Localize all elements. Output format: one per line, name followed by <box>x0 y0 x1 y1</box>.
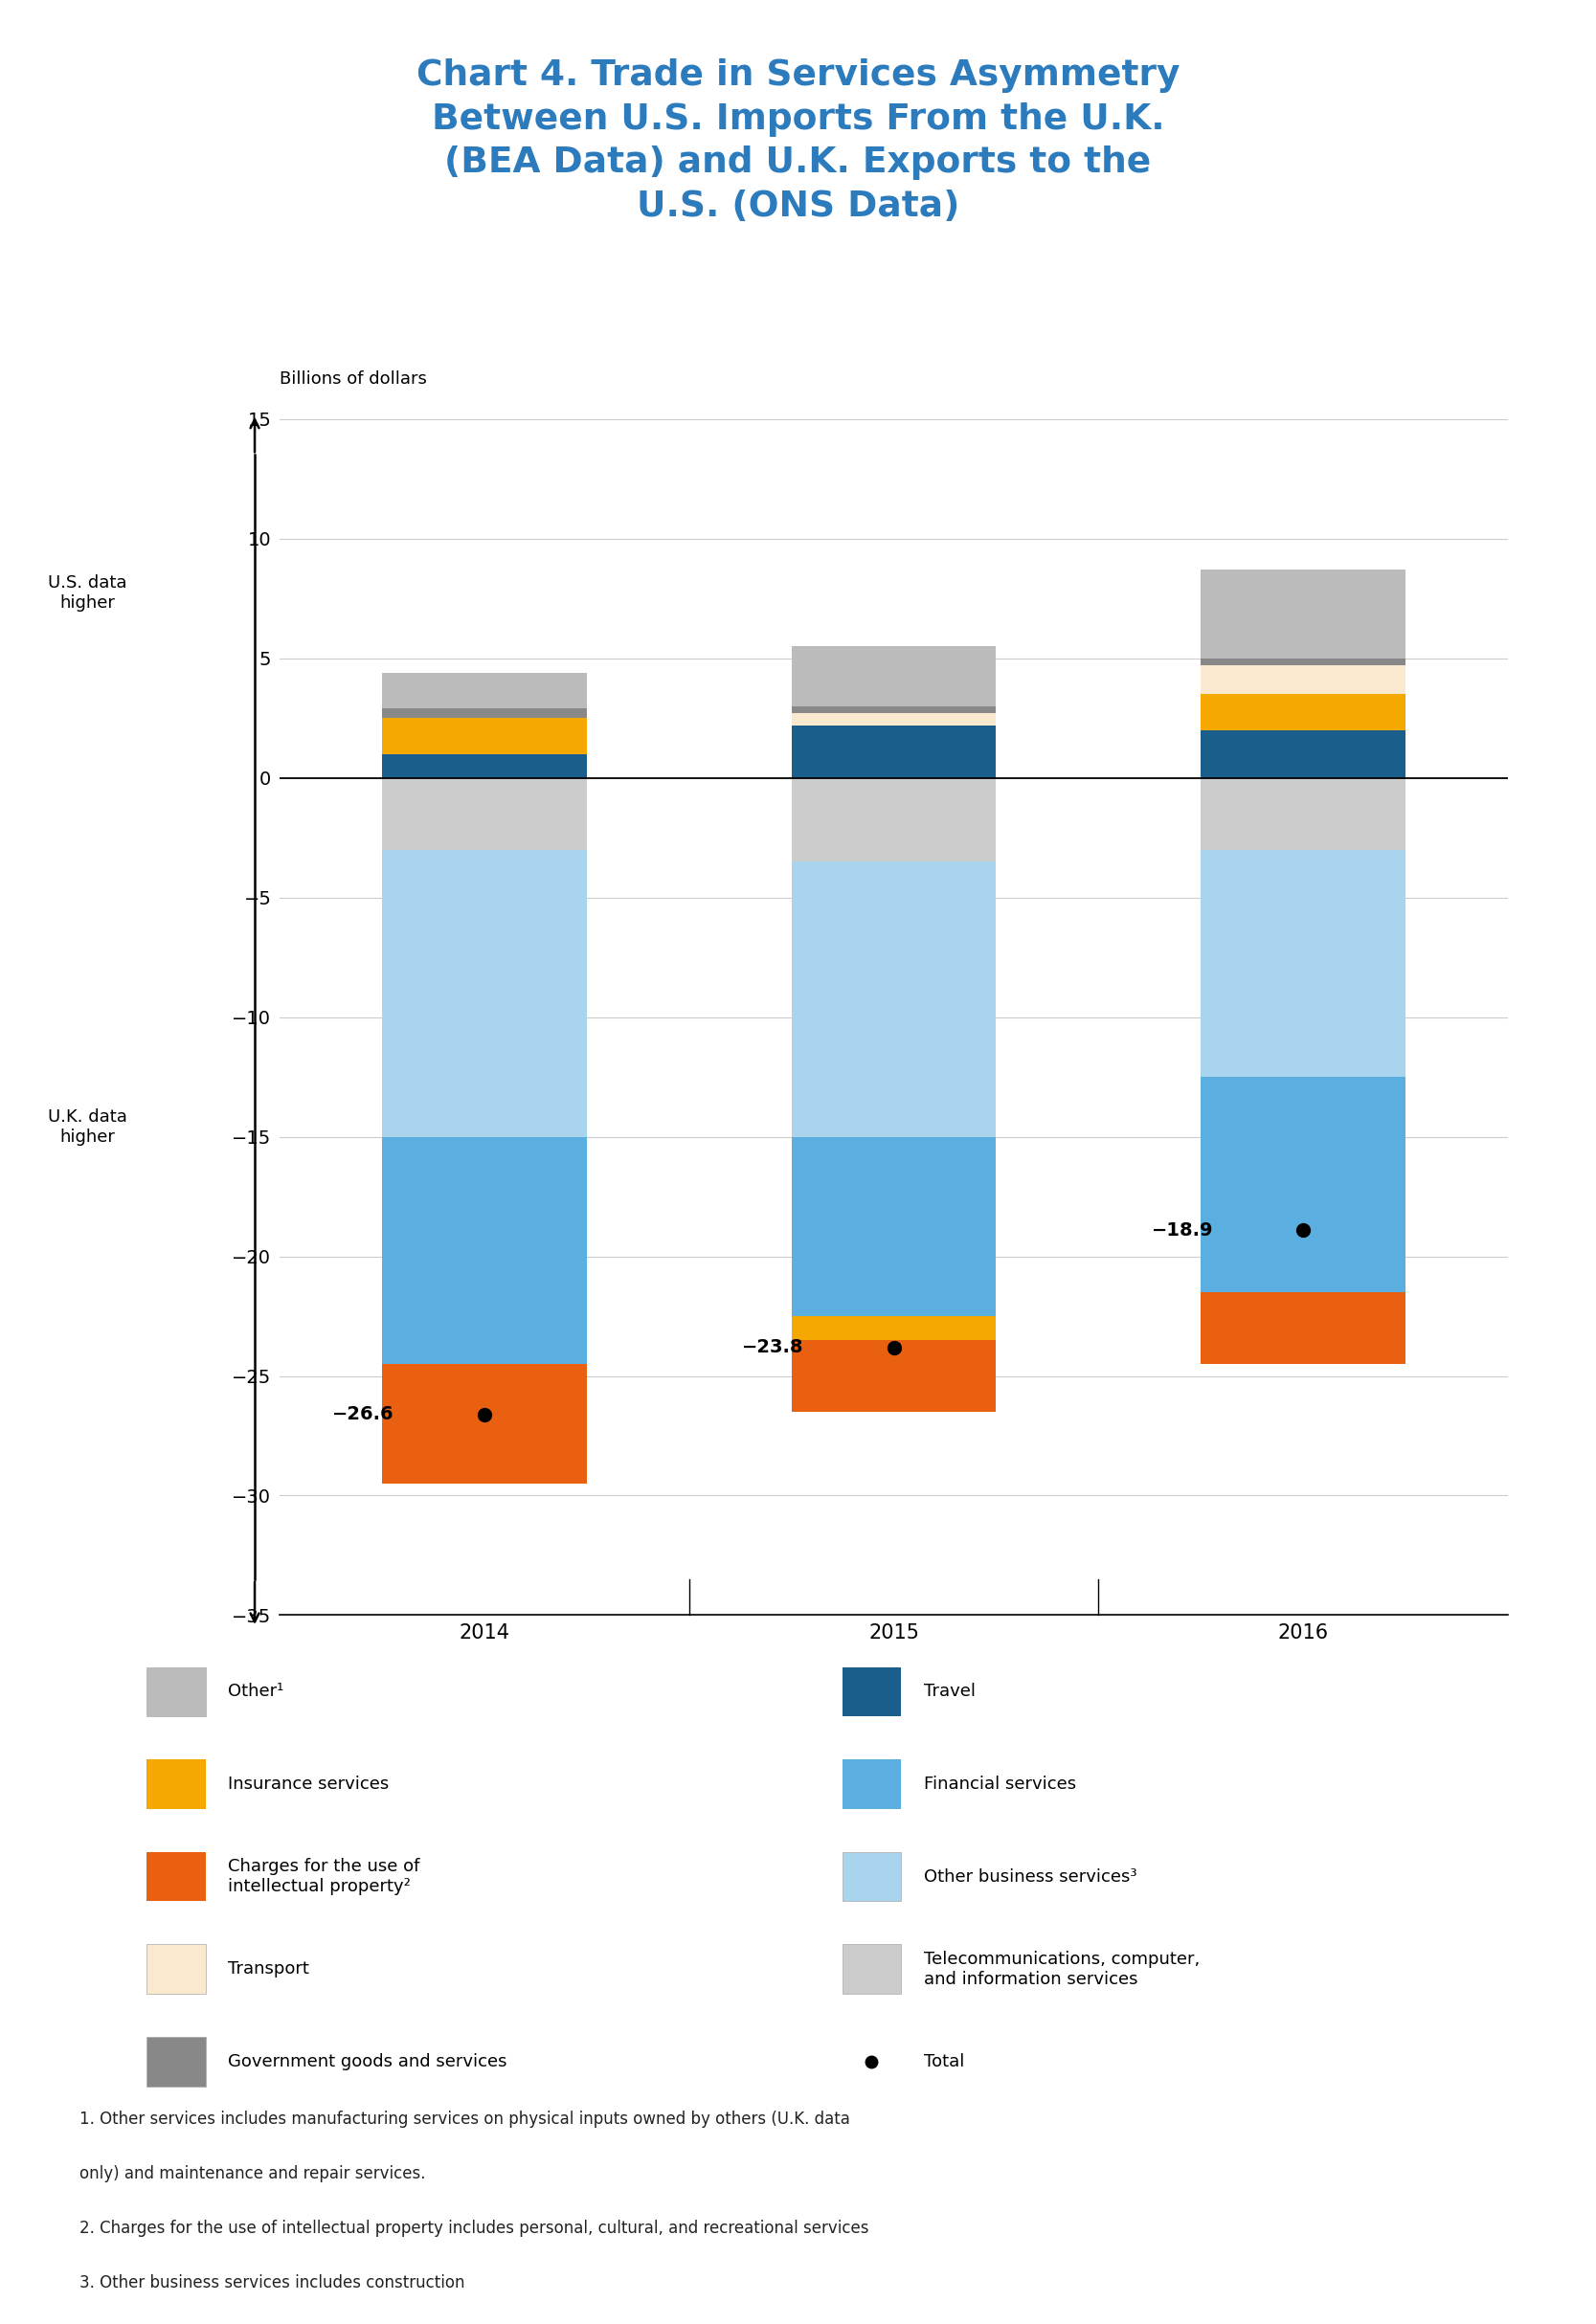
Bar <box>381 718 586 753</box>
Bar <box>792 713 996 725</box>
Bar <box>792 862 996 1136</box>
Text: −18.9: −18.9 <box>1152 1220 1213 1239</box>
Text: Total: Total <box>924 2052 964 2071</box>
Text: Charges for the use of
intellectual property²: Charges for the use of intellectual prop… <box>228 1859 420 1894</box>
Text: −26.6: −26.6 <box>332 1406 394 1422</box>
Text: Telecommunications, computer,
and information services: Telecommunications, computer, and inform… <box>924 1950 1200 1987</box>
Bar <box>381 753 586 779</box>
Bar <box>1200 779 1406 851</box>
Bar <box>1200 665 1406 695</box>
FancyBboxPatch shape <box>147 1759 206 1808</box>
Bar <box>381 1364 586 1483</box>
FancyBboxPatch shape <box>147 1852 206 1901</box>
FancyBboxPatch shape <box>843 1852 902 1901</box>
Bar <box>792 725 996 779</box>
Text: 1. Other services includes manufacturing services on physical inputs owned by ot: 1. Other services includes manufacturing… <box>80 2110 851 2126</box>
Point <box>1291 1211 1317 1248</box>
Bar <box>381 1136 586 1364</box>
Bar <box>792 646 996 706</box>
Bar <box>381 672 586 709</box>
FancyBboxPatch shape <box>147 1945 206 1994</box>
Bar <box>381 851 586 1136</box>
Bar <box>1200 695 1406 730</box>
Point <box>881 1329 907 1367</box>
Bar <box>792 1136 996 1315</box>
Text: U.S. data
higher: U.S. data higher <box>48 574 128 611</box>
Text: Insurance services: Insurance services <box>228 1776 389 1792</box>
Bar <box>1200 658 1406 665</box>
Text: 2. Charges for the use of intellectual property includes personal, cultural, and: 2. Charges for the use of intellectual p… <box>80 2219 870 2236</box>
Point <box>471 1397 496 1434</box>
Text: Financial services: Financial services <box>924 1776 1076 1792</box>
FancyBboxPatch shape <box>843 1945 902 1994</box>
Bar <box>792 1315 996 1341</box>
Bar <box>381 709 586 718</box>
Text: Government goods and services: Government goods and services <box>228 2052 508 2071</box>
Bar <box>1200 569 1406 658</box>
Bar <box>1200 1076 1406 1292</box>
Text: Other business services³: Other business services³ <box>924 1868 1136 1885</box>
Text: Billions of dollars: Billions of dollars <box>279 372 426 388</box>
Bar <box>792 1341 996 1411</box>
Text: only) and maintenance and repair services.: only) and maintenance and repair service… <box>80 2166 426 2182</box>
Bar <box>792 779 996 862</box>
Text: U.K. data
higher: U.K. data higher <box>48 1109 128 1146</box>
FancyBboxPatch shape <box>843 1666 902 1717</box>
Text: 3. Other business services includes construction: 3. Other business services includes cons… <box>80 2273 464 2291</box>
FancyBboxPatch shape <box>147 2036 206 2087</box>
Text: Transport: Transport <box>228 1961 310 1978</box>
Bar <box>1200 730 1406 779</box>
FancyBboxPatch shape <box>147 1666 206 1717</box>
Text: Other¹: Other¹ <box>228 1683 284 1701</box>
Bar <box>381 779 586 851</box>
Bar <box>1200 851 1406 1076</box>
FancyBboxPatch shape <box>843 1759 902 1808</box>
Text: −23.8: −23.8 <box>742 1339 804 1357</box>
Bar <box>1200 1292 1406 1364</box>
Text: Travel: Travel <box>924 1683 975 1701</box>
Text: Chart 4. Trade in Services Asymmetry
Between U.S. Imports From the U.K.
(BEA Dat: Chart 4. Trade in Services Asymmetry Bet… <box>417 58 1179 223</box>
Bar <box>792 706 996 713</box>
